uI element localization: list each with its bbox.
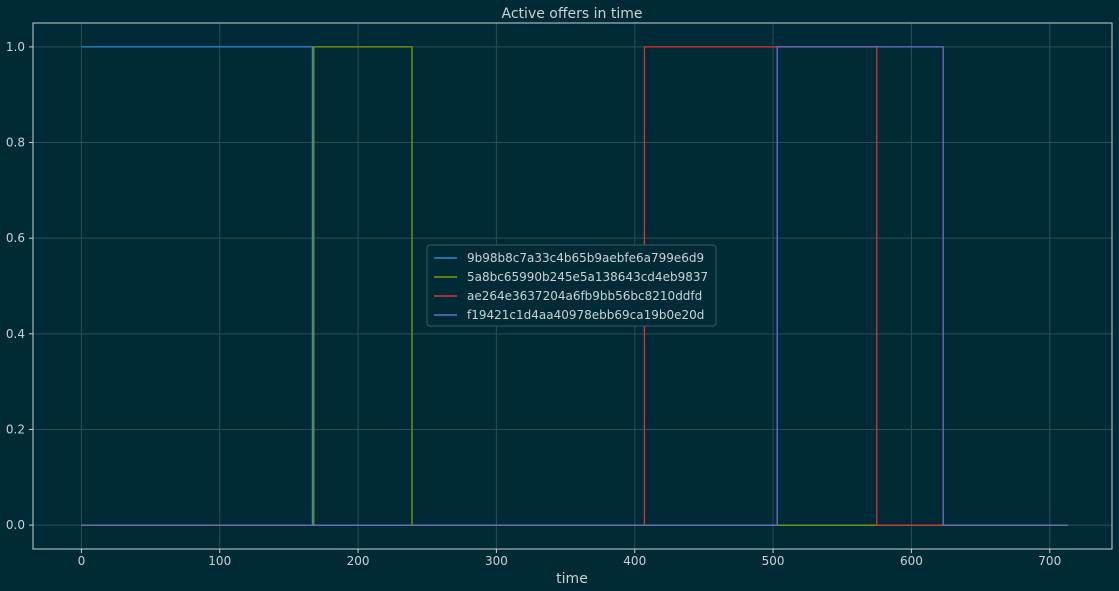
legend-label-2: 5a8bc65990b245e5a138643cd4eb9837 [467,270,708,284]
legend-label-4: f19421c1d4aa40978ebb69ca19b0e20d [467,308,704,322]
y-tick-label: 0.0 [6,518,25,532]
y-tick-label: 1.0 [6,40,25,54]
x-axis-label: time [556,571,588,587]
x-tick-label: 100 [208,554,231,568]
series-line-4 [81,46,1068,526]
legend-label-1: 9b98b8c7a33c4b65b9aebfe6a799e6d9 [467,251,704,265]
y-tick-label: 0.6 [6,231,25,245]
x-tick-label: 700 [1038,554,1061,568]
legend-box [426,244,717,327]
x-tick-label: 0 [78,554,86,568]
x-tick-label: 300 [485,554,508,568]
y-tick-label: 0.4 [6,327,25,341]
x-tick-label: 500 [762,554,785,568]
series-group [81,46,1068,526]
legend: 9b98b8c7a33c4b65b9aebfe6a799e6d9 5a8bc659… [426,244,717,327]
chart-title: Active offers in time [502,6,643,22]
x-tick-label: 600 [900,554,923,568]
x-tick-label: 200 [347,554,370,568]
y-tick-label: 0.2 [6,422,25,436]
x-tick-label: 400 [623,554,646,568]
legend-label-3: ae264e3637204a6fb9bb56bc8210ddfd [467,289,702,303]
ticks: 0 100 200 300 400 500 600 700 0.0 0.2 0.4 0.6 0.8 1.0 [6,40,1061,568]
plot-area-frame [32,22,1113,550]
y-tick-label: 0.8 [6,136,25,150]
